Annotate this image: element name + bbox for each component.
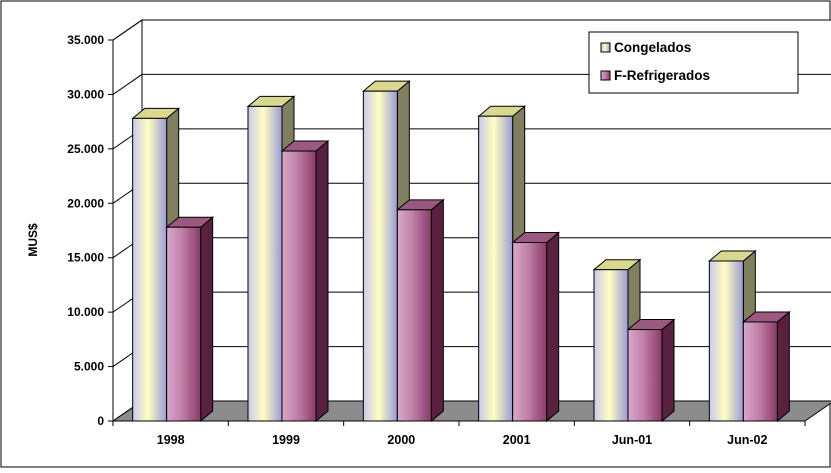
bar-front (593, 269, 629, 422)
y-tick-labels: 0 5.000 10.000 15.000 20.000 25.000 30.000 35.0… (67, 33, 104, 428)
bar-side (661, 318, 675, 423)
bar-front (396, 209, 432, 422)
y-tick-label: 35.000 (67, 33, 104, 47)
bar-side (430, 198, 444, 423)
bar-front (281, 150, 317, 422)
legend-box (588, 31, 799, 94)
bar-side (776, 310, 790, 423)
bar-front (708, 260, 744, 422)
x-tick-label: 2000 (387, 433, 415, 447)
y-tick-label: 30.000 (67, 87, 104, 101)
bar-front (247, 105, 283, 422)
bar-f-refrigerados-Jun-01 (626, 318, 676, 423)
legend-swatch-congelados (600, 42, 611, 53)
bar-side (546, 231, 560, 423)
x-tick-label: 1999 (272, 433, 300, 447)
bar-side (200, 216, 214, 423)
bar-f-refrigerados-Jun-02 (741, 310, 791, 423)
x-tick-labels: 1998 1999 2000 2001 Jun-01 Jun-02 (157, 433, 768, 447)
legend-swatch-f-refrigerados (600, 70, 611, 81)
bar-f-refrigerados-1999 (280, 139, 330, 423)
legend-label-f-refrigerados: F-Refrigerados (614, 68, 710, 83)
bar-f-refrigerados-1998 (165, 216, 215, 423)
bars (131, 80, 791, 423)
y-axis-title: MUS$ (26, 223, 40, 257)
y-tick-label: 5.000 (74, 360, 104, 374)
bar-front (512, 241, 548, 422)
axes (108, 39, 806, 426)
x-tick-label: Jun-01 (612, 433, 652, 447)
bar-front (627, 329, 663, 422)
legend: Congelados F-Refrigerados (588, 31, 799, 94)
x-tick-label: 2001 (503, 433, 531, 447)
gridline (112, 19, 831, 41)
y-tick-label: 0 (97, 414, 104, 428)
bar-front (132, 117, 168, 422)
bar-f-refrigerados-2000 (395, 198, 445, 423)
x-tick-label: 1998 (157, 433, 185, 447)
y-tick-label: 25.000 (67, 142, 104, 156)
y-tick-label: 20.000 (67, 196, 104, 210)
y-tick-label: 10.000 (67, 305, 104, 319)
bar-side (315, 139, 329, 423)
x-tick-label: Jun-02 (727, 433, 767, 447)
bar-f-refrigerados-2001 (511, 231, 561, 423)
bar-front (742, 321, 778, 422)
bar-front (478, 115, 514, 422)
y-tick-label: 15.000 (67, 251, 104, 265)
bar-front (166, 226, 202, 422)
bar-front (362, 90, 398, 422)
legend-label-congelados: Congelados (614, 40, 691, 55)
